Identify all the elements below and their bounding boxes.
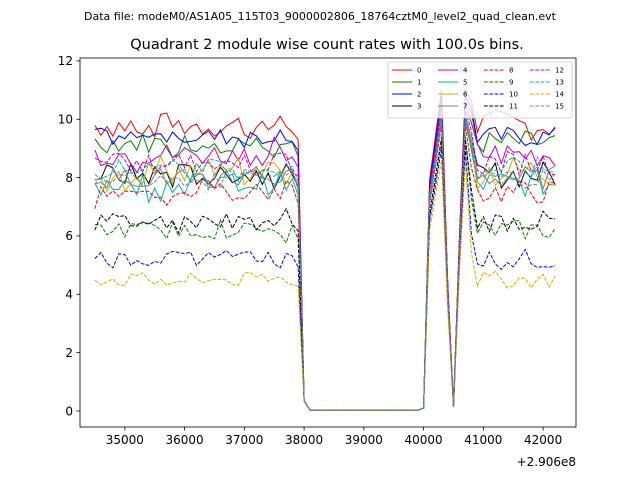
plot-area: 35000 36000 37000 38000 39000 40000 41000 42000… [58,54,577,447]
legend-label-8: 8 [509,67,513,75]
legend-label-15: 15 [555,103,564,111]
x-tick-label: 35000 [106,433,144,447]
legend-label-14: 14 [555,91,564,99]
series-line-14 [94,160,556,411]
axes-frame [79,57,577,428]
legend-label-2: 2 [417,91,421,99]
legend-label-11: 11 [509,103,518,111]
y-tick-label: 2 [65,346,73,360]
series-line-8 [94,125,556,411]
x-tick-label: 39000 [345,433,383,447]
legend-label-7: 7 [463,103,467,111]
x-tick-label: 42000 [524,433,562,447]
series-line-11 [94,139,556,411]
legend-label-3: 3 [417,103,421,111]
y-tick-label: 4 [65,288,73,302]
x-tick-label: 38000 [285,433,323,447]
series-group [94,88,556,411]
chart-title: Quadrant 2 module wise count rates with … [130,37,524,53]
legend-label-6: 6 [463,91,468,99]
legend-label-5: 5 [463,79,467,87]
legend-label-10: 10 [509,91,518,99]
legend-label-13: 13 [555,79,564,87]
series-line-7 [94,116,556,411]
legend-label-12: 12 [555,67,564,75]
series-line-12 [94,110,556,411]
legend-label-4: 4 [463,67,468,75]
x-tick-label: 40000 [405,433,443,447]
y-tick-label: 8 [65,171,73,185]
y-tick-label: 0 [65,404,73,418]
y-tick-label: 6 [65,229,73,243]
series-line-10 [94,148,556,411]
legend-label-1: 1 [417,79,421,87]
legend-label-0: 0 [417,67,421,75]
series-line-6 [94,113,556,411]
y-tick-label: 10 [58,113,73,127]
y-tick-label: 12 [58,54,73,68]
series-line-13 [94,116,556,411]
series-line-15 [94,122,556,411]
legend-label-9: 9 [509,79,513,87]
x-tick-label: 37000 [225,433,263,447]
x-tick-label: 36000 [165,433,203,447]
series-line-1 [94,99,556,411]
chart-suptitle: Data file: modeM0/AS1A05_115T03_90000028… [84,10,557,23]
x-offset-label: +2.906e8 [517,455,576,469]
legend-box [387,61,573,119]
x-tick-label: 41000 [464,433,502,447]
